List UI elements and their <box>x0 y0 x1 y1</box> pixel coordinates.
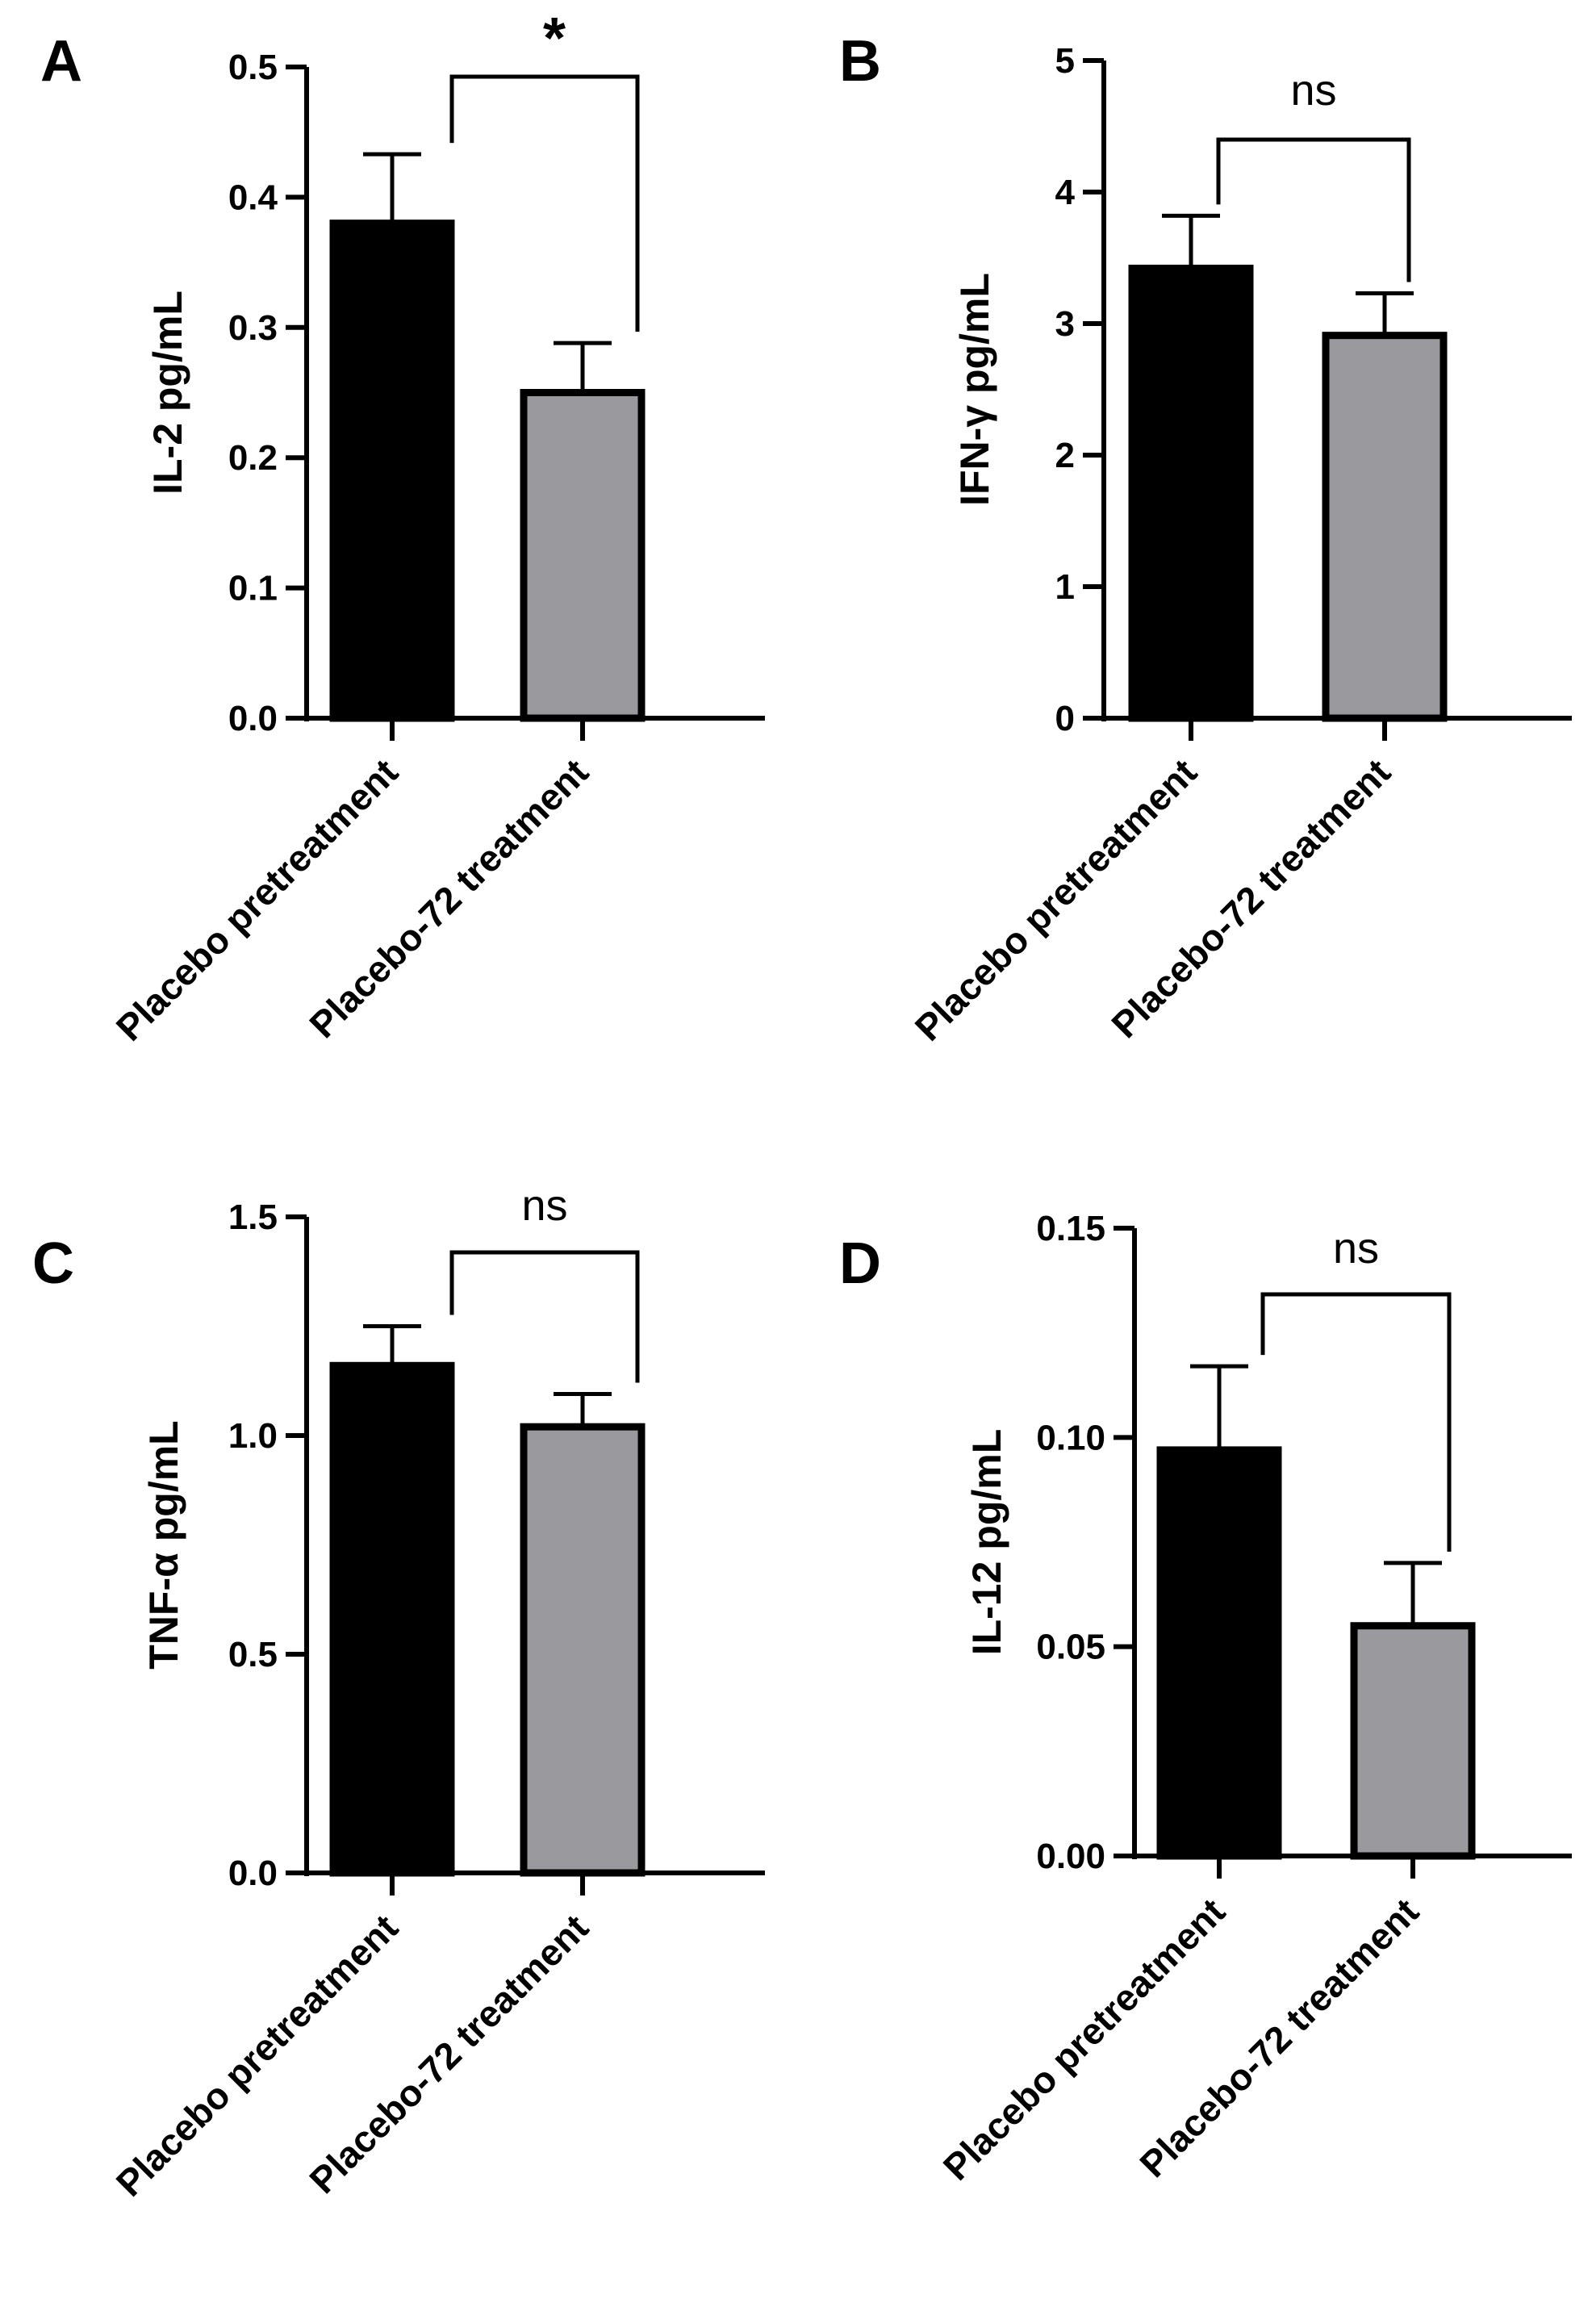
y-tick-label: 0.1 <box>228 569 278 608</box>
y-tick-label: 0.3 <box>228 308 278 348</box>
significance-bracket <box>449 1250 640 1383</box>
bar-2 <box>520 389 646 722</box>
bar-2 <box>1322 332 1448 722</box>
significance-label: ns <box>521 1181 567 1230</box>
y-axis-label: IL-2 pg/mL <box>145 290 190 495</box>
y-tick-label: 0.15 <box>1036 1209 1105 1248</box>
y-tick-label: 0.4 <box>228 178 278 217</box>
y-tick-label: 1 <box>1055 567 1075 607</box>
significance-label: * <box>543 6 566 71</box>
significance-label: ns <box>1290 66 1336 115</box>
y-tick-label: 1.5 <box>228 1198 278 1237</box>
significance-bracket <box>1260 1292 1452 1552</box>
y-tick-label: 1.0 <box>228 1416 278 1456</box>
panel-letter: C <box>32 1231 74 1296</box>
y-tick-label: 0.0 <box>228 699 278 738</box>
bar-2 <box>520 1423 646 1877</box>
y-axis-label: TNF-α pg/mL <box>141 1420 186 1669</box>
y-tick-label: 0.00 <box>1036 1837 1105 1876</box>
y-tick-label: 2 <box>1055 436 1075 475</box>
y-axis-label: IFN-γ pg/mL <box>952 273 997 506</box>
y-tick-label: 5 <box>1055 41 1075 81</box>
y-axis-label: IL-12 pg/mL <box>964 1429 1009 1656</box>
y-tick-label: 3 <box>1055 304 1075 344</box>
y-tick-label: 0.0 <box>228 1854 278 1893</box>
y-tick-label: 0.5 <box>228 48 278 87</box>
bar-1 <box>1156 1446 1282 1860</box>
significance-bracket <box>1216 137 1411 282</box>
y-tick-label: 0.2 <box>228 438 278 478</box>
panel-letter: D <box>839 1231 881 1296</box>
y-tick-label: 0.05 <box>1036 1628 1105 1667</box>
panel-letter: B <box>839 29 881 94</box>
significance-label: ns <box>1333 1224 1379 1273</box>
y-tick-label: 0.10 <box>1036 1418 1105 1457</box>
y-tick-label: 0 <box>1055 699 1075 738</box>
panel-letter: A <box>40 29 82 94</box>
bar-1 <box>1128 265 1254 722</box>
bar-2 <box>1350 1622 1476 1860</box>
significance-bracket <box>449 74 640 332</box>
y-tick-label: 0.5 <box>228 1635 278 1674</box>
y-tick-label: 4 <box>1055 173 1076 212</box>
bar-1 <box>329 1361 455 1877</box>
bar-1 <box>329 219 455 722</box>
